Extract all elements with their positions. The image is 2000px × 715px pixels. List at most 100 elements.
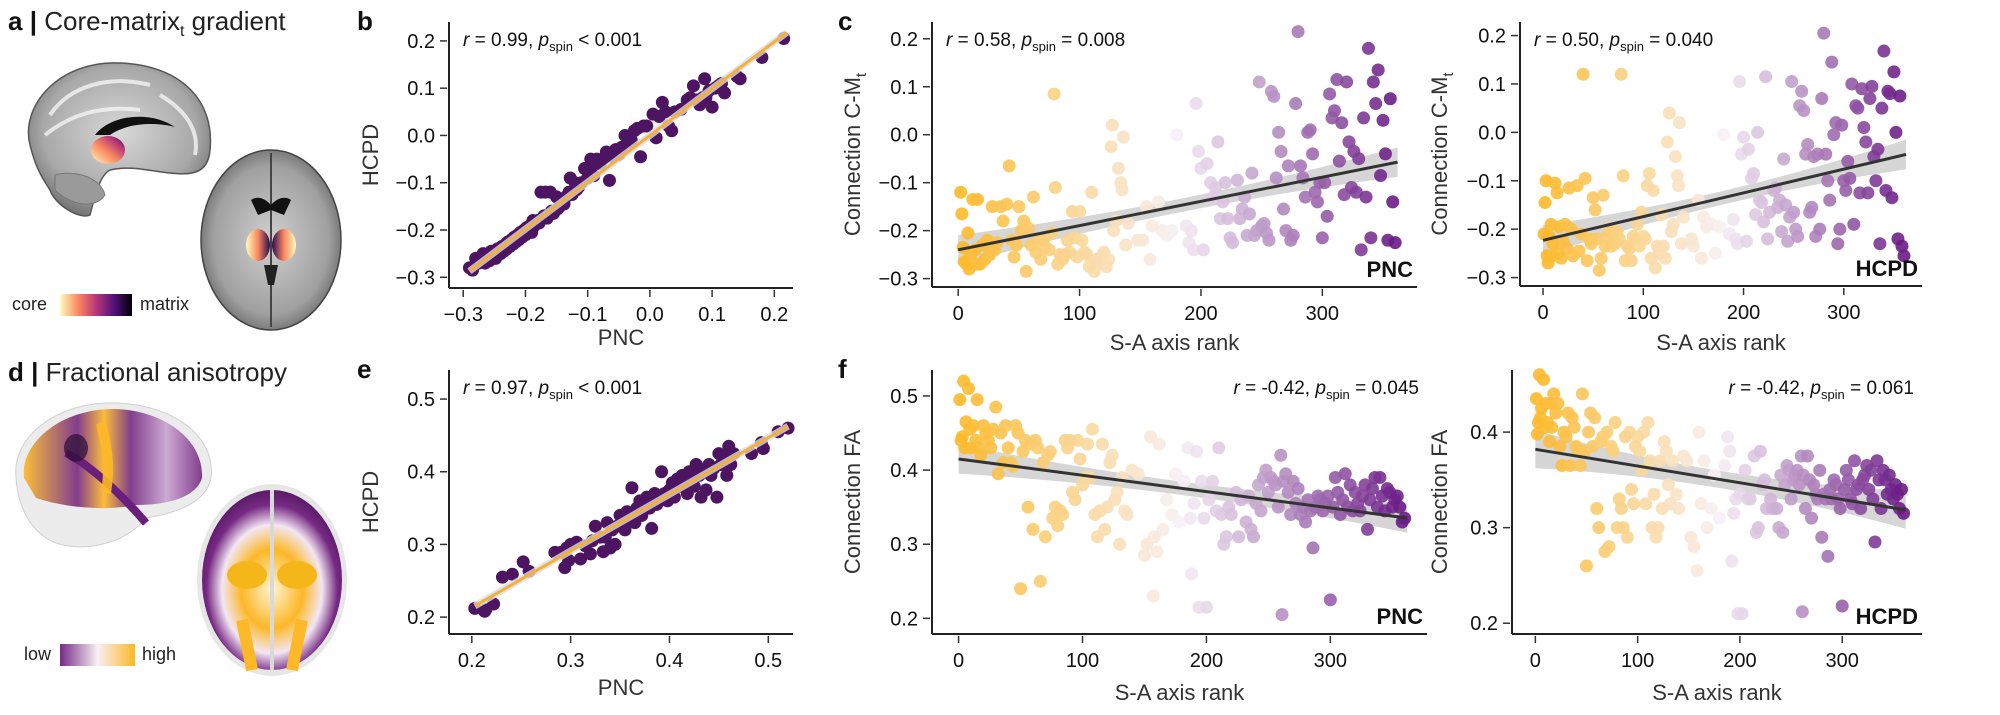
data-point — [1627, 497, 1641, 511]
y-axis-label: Connection C-Mt — [840, 72, 870, 236]
data-point — [1068, 493, 1082, 507]
data-point — [1692, 425, 1706, 439]
data-point — [1226, 236, 1240, 250]
data-point — [574, 552, 588, 566]
data-point — [1798, 502, 1812, 516]
data-point — [1545, 420, 1559, 434]
x-axis-label: S-A axis rank — [1656, 330, 1787, 355]
panel-letter-b: b — [357, 6, 373, 36]
sagittal-brain-image — [27, 62, 212, 217]
data-point — [1813, 463, 1827, 477]
data-points — [1537, 26, 1911, 277]
data-point — [1887, 65, 1901, 79]
data-point — [1151, 195, 1165, 209]
data-point — [953, 393, 967, 407]
chart-f_hcpd: 0 100 200 300 0.2 0.3 0.4 S-A axis rank Connecti… — [1427, 368, 1922, 705]
data-point — [1085, 422, 1099, 436]
data-points — [1529, 368, 1911, 621]
data-point — [1563, 459, 1577, 473]
panel-letter-e: e — [357, 354, 371, 384]
data-point — [1841, 154, 1855, 168]
data-point — [1323, 87, 1337, 101]
panel-a-letter: a — [8, 6, 23, 36]
data-point — [1869, 174, 1883, 188]
data-point — [1386, 195, 1400, 209]
y-tick-label: −0.1 — [879, 173, 918, 195]
data-point — [1784, 492, 1798, 506]
data-point — [733, 72, 747, 86]
data-point — [1197, 511, 1211, 525]
data-point — [1674, 237, 1688, 251]
data-point — [1551, 396, 1565, 410]
data-point — [1785, 75, 1799, 89]
stat-annotation: r = 0.99, pspin < 0.001 — [463, 30, 642, 54]
data-point — [1740, 234, 1754, 248]
data-point — [1546, 237, 1560, 251]
data-point — [1885, 191, 1899, 205]
panel-d-title: d | Fractional anisotropy — [8, 357, 287, 387]
data-point — [1085, 185, 1099, 199]
data-point — [1272, 125, 1286, 139]
data-point — [1156, 522, 1170, 536]
x-tick-label: 300 — [1827, 302, 1860, 324]
data-point — [1281, 159, 1295, 173]
data-point — [1315, 231, 1329, 245]
data-point — [1801, 137, 1815, 151]
data-point — [1139, 200, 1153, 214]
data-points — [953, 374, 1412, 622]
data-point — [1323, 593, 1337, 607]
data-point — [516, 555, 530, 569]
x-tick-label: 100 — [1066, 650, 1099, 672]
data-point — [1775, 225, 1789, 239]
data-point — [1330, 73, 1344, 87]
data-point — [1737, 130, 1751, 144]
core-matrix-colorbar — [60, 294, 132, 316]
x-tick-label: 0.5 — [754, 650, 782, 672]
data-point — [1871, 142, 1885, 156]
x-axis-label: S-A axis rank — [1110, 330, 1241, 355]
data-point — [1735, 607, 1749, 621]
data-point — [1042, 243, 1056, 257]
data-point — [1588, 203, 1602, 217]
data-point — [1303, 123, 1317, 137]
data-point — [1882, 468, 1896, 482]
data-point — [1284, 508, 1298, 522]
data-point — [505, 567, 519, 581]
y-axis-label: HCPD — [358, 124, 383, 186]
x-tick-label: 0.0 — [636, 304, 664, 326]
data-point — [1553, 439, 1567, 453]
chart-c_pnc: 0 100 200 300 −0.3 −0.2 −0.1 0.0 0.1 0.2 S-A axis … — [838, 6, 1417, 355]
core-matrix-colorbar-high-label: matrix — [140, 294, 189, 314]
data-point — [1170, 128, 1184, 142]
y-tick-label: 0.2 — [1470, 613, 1498, 635]
y-tick-label: −0.1 — [1467, 171, 1506, 193]
data-point — [1189, 97, 1203, 111]
data-point — [1252, 75, 1266, 89]
data-point — [699, 483, 713, 497]
data-point — [1310, 195, 1324, 209]
data-point — [1700, 521, 1714, 535]
panel-a-title-rest: gradient — [184, 6, 286, 36]
data-point — [1895, 482, 1909, 496]
data-point — [1262, 233, 1276, 247]
data-point — [1781, 234, 1795, 248]
stat-annotation: r = -0.42, pspin = 0.045 — [1234, 378, 1420, 402]
data-point — [1633, 444, 1647, 458]
x-axis-label: S-A axis rank — [1115, 680, 1246, 705]
data-point — [1211, 135, 1225, 149]
data-point — [1712, 511, 1726, 525]
data-point — [1230, 173, 1244, 187]
data-point — [1813, 222, 1827, 236]
data-point — [1267, 89, 1281, 103]
data-point — [984, 441, 998, 455]
chart-b: −0.3 −0.2 −0.1 0.0 0.1 0.2 −0.3 −0.2 −0.1 0.0 0.1 0… — [357, 6, 793, 350]
y-tick-label: 0.3 — [1470, 518, 1498, 540]
data-point — [1119, 238, 1133, 252]
data-point — [1851, 101, 1865, 115]
data-point — [1212, 441, 1226, 455]
data-point — [1697, 454, 1711, 468]
data-point — [1817, 26, 1831, 40]
y-tick-label: 0.3 — [890, 534, 918, 556]
data-point — [634, 150, 648, 164]
data-point — [1687, 540, 1701, 554]
